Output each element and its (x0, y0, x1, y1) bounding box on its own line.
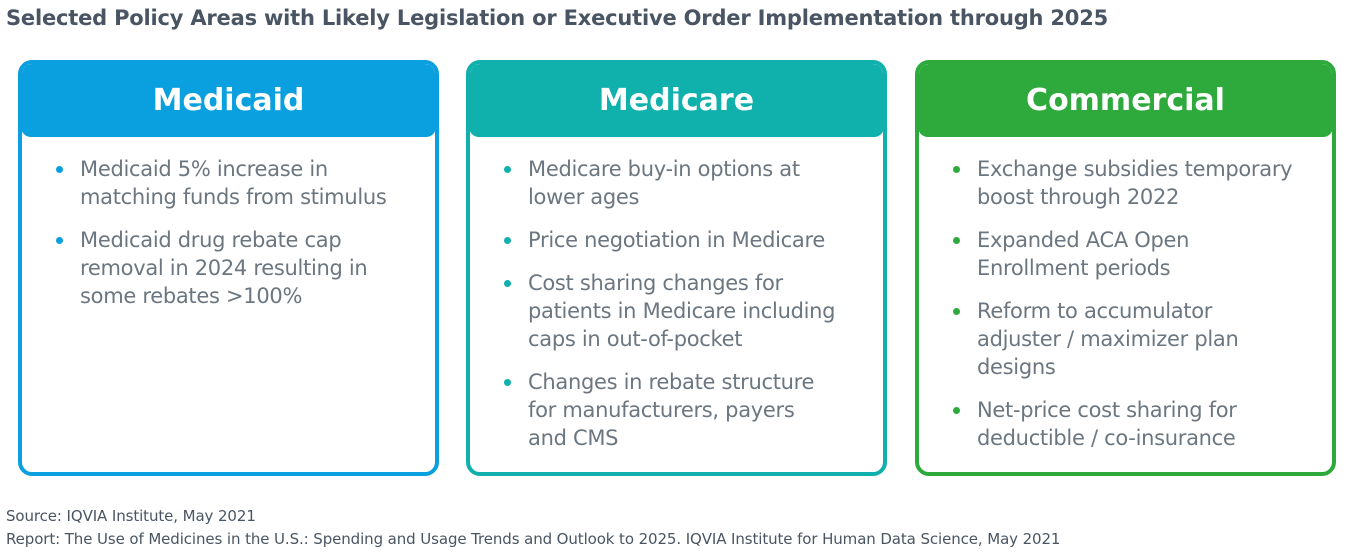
bullet-dot-icon (953, 308, 960, 315)
page-title: Selected Policy Areas with Likely Legisl… (6, 6, 1109, 30)
bullet-text-line: lower ages (528, 185, 640, 209)
commercial-header: Commercial (919, 64, 1332, 137)
bullet-item: Price negotiation in Medicare (504, 226, 869, 254)
medicare-card: Medicare Medicare buy-in options at lower… (466, 60, 887, 476)
bullet-dot-icon (56, 166, 63, 173)
bullet-item: Expanded ACA Open Enrollment periods (953, 226, 1318, 282)
commercial-list: Exchange subsidies temporary boost throug… (919, 137, 1332, 452)
commercial-card: Commercial Exchange subsidies temporary b… (915, 60, 1336, 476)
bullet-text-line: Exchange subsidies temporary (977, 157, 1293, 181)
bullet-dot-icon (504, 280, 511, 287)
bullet-text-line: caps in out-of-pocket (528, 327, 743, 351)
bullet-text-line: adjuster / maximizer plan (977, 327, 1239, 351)
bullet-dot-icon (504, 166, 511, 173)
bullet-text-line: Net-price cost sharing for (977, 398, 1237, 422)
bullet-dot-icon (504, 379, 511, 386)
medicare-list: Medicare buy-in options at lower ages Pric… (470, 137, 883, 452)
bullet-text-line: boost through 2022 (977, 185, 1180, 209)
bullet-text-line: designs (977, 355, 1056, 379)
bullet-dot-icon (953, 166, 960, 173)
bullet-text-line: Price negotiation in Medicare (528, 228, 825, 252)
bullet-text-line: Medicaid 5% increase in (80, 157, 328, 181)
bullet-text-line: Enrollment periods (977, 256, 1171, 280)
bullet-item: Medicare buy-in options at lower ages (504, 155, 869, 211)
source-note: Source: IQVIA Institute, May 2021 (6, 507, 256, 525)
bullet-text-line: for manufacturers, payers (528, 398, 795, 422)
bullet-text-line: removal in 2024 resulting in (80, 256, 368, 280)
report-note: Report: The Use of Medicines in the U.S.… (6, 530, 1061, 548)
bullet-item: Medicaid 5% increase in matching funds fr… (56, 155, 421, 211)
bullet-text-line: deductible / co-insurance (977, 426, 1236, 450)
bullet-text-line: Medicaid drug rebate cap (80, 228, 342, 252)
bullet-item: Cost sharing changes for patients in Medi… (504, 269, 869, 353)
bullet-text-line: and CMS (528, 426, 619, 450)
bullet-text-line: Medicare buy-in options at (528, 157, 800, 181)
bullet-text-line: some rebates >100% (80, 284, 303, 308)
bullet-dot-icon (56, 237, 63, 244)
medicaid-list: Medicaid 5% increase in matching funds fr… (22, 137, 435, 310)
bullet-text-line: Expanded ACA Open (977, 228, 1190, 252)
bullet-item: Changes in rebate structure for manufactu… (504, 368, 869, 452)
bullet-item: Reform to accumulator adjuster / maximize… (953, 297, 1318, 381)
bullet-text-line: patients in Medicare including (528, 299, 836, 323)
bullet-item: Net-price cost sharing for deductible / c… (953, 396, 1318, 452)
medicaid-card: Medicaid Medicaid 5% increase in matching… (18, 60, 439, 476)
bullet-text-line: matching funds from stimulus (80, 185, 387, 209)
bullet-text-line: Reform to accumulator (977, 299, 1213, 323)
bullet-text-line: Changes in rebate structure (528, 370, 815, 394)
medicare-header: Medicare (470, 64, 883, 137)
bullet-dot-icon (504, 237, 511, 244)
bullet-dot-icon (953, 237, 960, 244)
bullet-item: Medicaid drug rebate cap removal in 2024 … (56, 226, 421, 310)
bullet-text-line: Cost sharing changes for (528, 271, 783, 295)
medicaid-header: Medicaid (22, 64, 435, 137)
bullet-item: Exchange subsidies temporary boost throug… (953, 155, 1318, 211)
bullet-dot-icon (953, 407, 960, 414)
